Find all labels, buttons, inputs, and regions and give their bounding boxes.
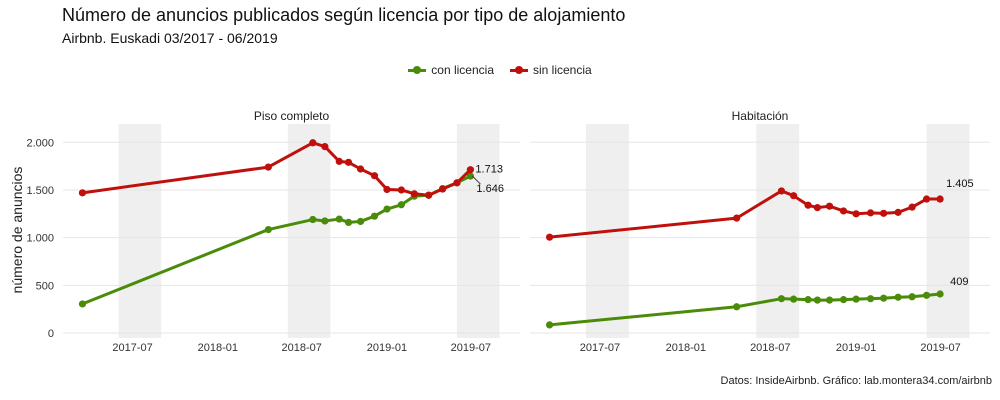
- data-point: [309, 215, 317, 224]
- data-point: [922, 195, 931, 203]
- data-point: [804, 201, 812, 209]
- data-point: [321, 217, 329, 225]
- data-point: [545, 321, 554, 329]
- data-point: [344, 218, 353, 226]
- data-point: [866, 209, 875, 217]
- data-point: [410, 190, 418, 198]
- data-point: [789, 295, 798, 303]
- data-point: [438, 185, 447, 193]
- data-point: [383, 185, 391, 194]
- legend-key-con-licencia: [408, 65, 427, 75]
- data-point: [397, 186, 405, 194]
- data-point: [78, 300, 87, 308]
- shaded-period: [118, 124, 162, 338]
- data-point: [344, 158, 353, 166]
- data-point: [936, 290, 944, 298]
- legend-item-con-licencia: con licencia: [408, 63, 494, 77]
- data-point: [733, 214, 741, 222]
- x-tick-label: 2018-01: [198, 342, 238, 354]
- data-point: [356, 165, 365, 173]
- data-point: [397, 201, 405, 209]
- panel-habitacion: Habitación 2017-07 2018-01 2018-07 2019-01 20…: [530, 109, 990, 354]
- data-point: [370, 212, 379, 220]
- x-tick-label: 2018-07: [282, 342, 322, 354]
- end-label-sin-licencia: 1.713: [475, 164, 503, 176]
- data-point: [789, 192, 798, 200]
- data-point: [777, 187, 786, 195]
- data-point: [733, 303, 741, 311]
- end-label-con-licencia: 1.646: [476, 183, 504, 195]
- end-label-sin-licencia: 1.405: [946, 178, 974, 190]
- data-point: [813, 296, 821, 304]
- data-point: [852, 210, 860, 218]
- data-point: [335, 157, 343, 165]
- x-tick-label: 2018-07: [750, 342, 790, 354]
- x-tick-label: 2019-07: [451, 342, 491, 354]
- panel-title: Habitación: [732, 109, 789, 123]
- data-point: [813, 204, 821, 212]
- data-point: [78, 189, 87, 197]
- data-point: [545, 233, 554, 241]
- data-point: [425, 191, 433, 199]
- data-point: [894, 293, 902, 301]
- label-leader-line: [472, 175, 481, 185]
- panel-title: Piso completo: [254, 109, 330, 123]
- data-point: [880, 209, 888, 217]
- data-point: [466, 166, 475, 174]
- y-tick-label: 0: [48, 328, 54, 340]
- y-axis-title: número de anuncios: [9, 167, 25, 294]
- data-point: [321, 142, 329, 151]
- data-point: [356, 217, 365, 226]
- data-point: [383, 205, 391, 213]
- data-point: [908, 293, 916, 301]
- x-tick-label: 2019-01: [367, 342, 407, 354]
- legend-label-con-licencia: con licencia: [431, 63, 494, 77]
- data-point: [804, 296, 812, 304]
- chart-subtitle: Airbnb. Euskadi 03/2017 - 06/2019: [62, 30, 278, 46]
- legend: con licencia sin licencia: [0, 63, 1000, 77]
- chart-title: Número de anuncios publicados según lice…: [62, 5, 626, 25]
- data-point: [777, 295, 786, 303]
- data-point: [866, 295, 875, 303]
- data-point: [264, 163, 272, 171]
- y-tick-label: 1.500: [26, 185, 54, 197]
- data-point: [852, 295, 860, 303]
- shaded-period: [287, 124, 331, 338]
- chart-caption: Datos: InsideAirbnb. Gráfico: lab.monter…: [720, 375, 992, 387]
- data-point: [453, 179, 461, 187]
- x-tick-label: 2019-07: [920, 342, 960, 354]
- y-tick-label: 1.000: [26, 233, 54, 245]
- shaded-period: [756, 124, 800, 338]
- legend-label-sin-licencia: sin licencia: [533, 63, 592, 77]
- data-point: [922, 291, 931, 299]
- x-tick-label: 2017-07: [112, 342, 152, 354]
- x-tick-label: 2017-07: [580, 342, 620, 354]
- end-label-con-licencia: 409: [950, 276, 968, 288]
- data-point: [839, 207, 848, 215]
- data-point: [466, 172, 475, 180]
- y-tick-label: 2.000: [26, 137, 54, 149]
- legend-key-sin-licencia: [510, 65, 528, 75]
- y-tick-label: 500: [36, 280, 54, 292]
- shaded-period: [456, 124, 500, 338]
- data-point: [908, 203, 916, 211]
- data-point: [370, 172, 379, 180]
- data-point: [839, 296, 848, 304]
- data-point: [335, 215, 343, 223]
- shaded-period: [926, 124, 970, 338]
- x-tick-label: 2018-01: [666, 342, 706, 354]
- data-point: [825, 296, 834, 304]
- data-point: [880, 294, 888, 302]
- x-tick-label: 2019-01: [836, 342, 876, 354]
- data-point: [936, 195, 944, 203]
- legend-item-sin-licencia: sin licencia: [510, 63, 592, 77]
- panel-piso-completo: Piso completo 2017-07 2018-01 2018-07 2019-0…: [63, 109, 520, 354]
- data-point: [825, 202, 834, 210]
- data-point: [894, 208, 902, 216]
- data-point: [309, 139, 317, 147]
- data-point: [264, 225, 272, 234]
